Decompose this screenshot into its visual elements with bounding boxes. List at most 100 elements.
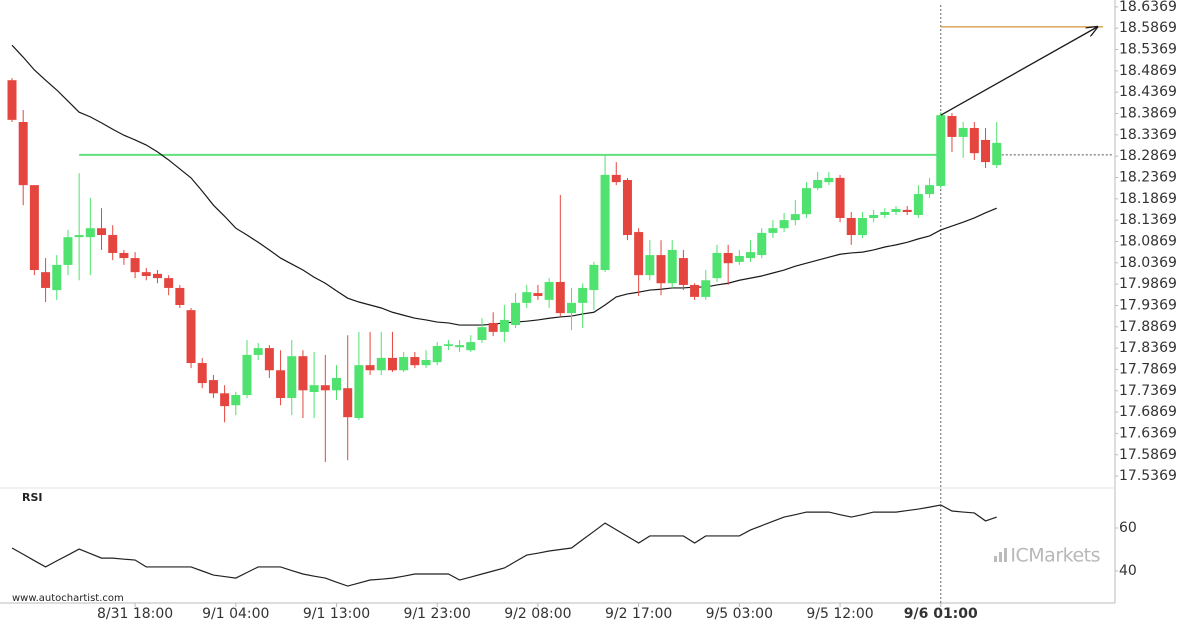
- candle-body: [343, 388, 353, 418]
- y-tick-label: 17.6369: [1119, 425, 1177, 441]
- candle-body: [97, 228, 107, 236]
- candle-body: [332, 377, 342, 391]
- candle-body: [141, 272, 151, 276]
- candle-body: [936, 115, 946, 186]
- y-tick-label: 18.5369: [1119, 42, 1177, 58]
- candle-body: [466, 342, 476, 351]
- candle-body: [723, 252, 733, 264]
- candle-body: [175, 287, 185, 305]
- candle-body: [880, 212, 890, 215]
- candle-body: [186, 310, 196, 364]
- y-tick-label: 17.8369: [1119, 340, 1177, 356]
- y-tick-label: 17.8869: [1119, 319, 1177, 335]
- candle-body: [600, 174, 610, 271]
- candle-body: [801, 188, 811, 215]
- candle-body: [511, 302, 521, 326]
- candle-body: [477, 327, 487, 340]
- y-tick-label: 17.5869: [1119, 447, 1177, 463]
- candle-body: [298, 356, 308, 391]
- candle-body: [544, 281, 554, 300]
- y-tick-label: 18.2869: [1119, 148, 1177, 164]
- candle-body: [555, 281, 565, 314]
- candle-body: [734, 255, 744, 262]
- x-tick-label: 9/2 08:00: [504, 606, 571, 622]
- y-tick-label: 17.5369: [1119, 468, 1177, 484]
- candle-body: [376, 357, 386, 371]
- candle-body: [992, 142, 1002, 166]
- candle-body: [455, 345, 465, 348]
- y-tick-label: 17.7869: [1119, 361, 1177, 377]
- candle-body: [846, 217, 856, 236]
- x-tick-label: 9/2 17:00: [605, 606, 672, 622]
- candle-body: [108, 235, 118, 253]
- candle-body: [690, 284, 700, 297]
- candle-body: [119, 252, 129, 259]
- y-tick-label: 18.6369: [1119, 0, 1177, 15]
- candle-body: [152, 273, 162, 279]
- y-tick-label: 18.1869: [1119, 191, 1177, 207]
- candle-body: [645, 255, 655, 276]
- x-tick-label: 9/1 13:00: [303, 606, 370, 622]
- candle-body: [869, 214, 879, 218]
- x-tick-label: 9/5 12:00: [806, 606, 873, 622]
- candle-body: [969, 127, 979, 154]
- y-tick-label: 60: [1119, 520, 1137, 536]
- candle-body: [85, 228, 95, 238]
- candle-body: [29, 185, 39, 271]
- candle-body: [410, 357, 420, 366]
- candle-body: [276, 370, 286, 398]
- candle-body: [779, 220, 789, 229]
- candle-body: [41, 272, 51, 288]
- candle-body: [947, 116, 957, 137]
- y-tick-label: 17.7369: [1119, 383, 1177, 399]
- rsi-line: [11, 504, 997, 587]
- candle-body: [589, 264, 599, 291]
- y-tick-label: 17.6869: [1119, 404, 1177, 420]
- candle-body: [958, 127, 968, 137]
- candle-body: [522, 292, 532, 303]
- y-tick-label: 18.0369: [1119, 255, 1177, 271]
- logo-icon: [994, 548, 1007, 562]
- candle-body: [857, 217, 867, 236]
- candle-body: [567, 302, 576, 314]
- candle-body: [611, 174, 621, 183]
- y-tick-label: 17.9869: [1119, 276, 1177, 292]
- rsi-title: RSI: [22, 491, 43, 504]
- candle-body: [757, 232, 767, 256]
- candle-body: [287, 356, 297, 398]
- x-tick-label: 9/1 04:00: [202, 606, 269, 622]
- forecast-arrow: [940, 27, 1098, 116]
- y-tick-label: 17.9369: [1119, 297, 1177, 313]
- y-tick-label: 18.4869: [1119, 63, 1177, 79]
- y-tick-label: 18.4369: [1119, 84, 1177, 100]
- candle-body: [913, 194, 923, 215]
- candle-body: [634, 232, 644, 276]
- candle-body: [835, 177, 845, 218]
- candle-body: [208, 380, 218, 394]
- y-tick-label: 18.3369: [1119, 127, 1177, 143]
- logo: ICMarkets: [1010, 545, 1100, 567]
- candle-body: [220, 393, 230, 407]
- candle-body: [7, 80, 17, 120]
- candle-body: [399, 357, 409, 371]
- source: www.autochartist.com: [12, 593, 124, 604]
- x-tick-label: 9/6 01:00: [904, 606, 978, 622]
- candle-body: [813, 180, 823, 189]
- candle-body: [981, 139, 991, 163]
- y-tick-label: 40: [1119, 563, 1137, 579]
- candle-body: [309, 385, 319, 393]
- candle-body: [18, 122, 28, 186]
- x-tick-label: 9/5 03:00: [706, 606, 773, 622]
- candle-body: [365, 365, 375, 371]
- candle-body: [130, 258, 140, 273]
- candle-body: [354, 365, 364, 419]
- candle-body: [891, 209, 901, 213]
- candle-body: [443, 344, 453, 346]
- candle-body: [578, 287, 588, 303]
- candle-body: [242, 354, 252, 396]
- candle-body: [231, 395, 241, 406]
- candle-body: [824, 177, 834, 183]
- candle-body: [499, 319, 509, 332]
- candle-body: [746, 252, 756, 259]
